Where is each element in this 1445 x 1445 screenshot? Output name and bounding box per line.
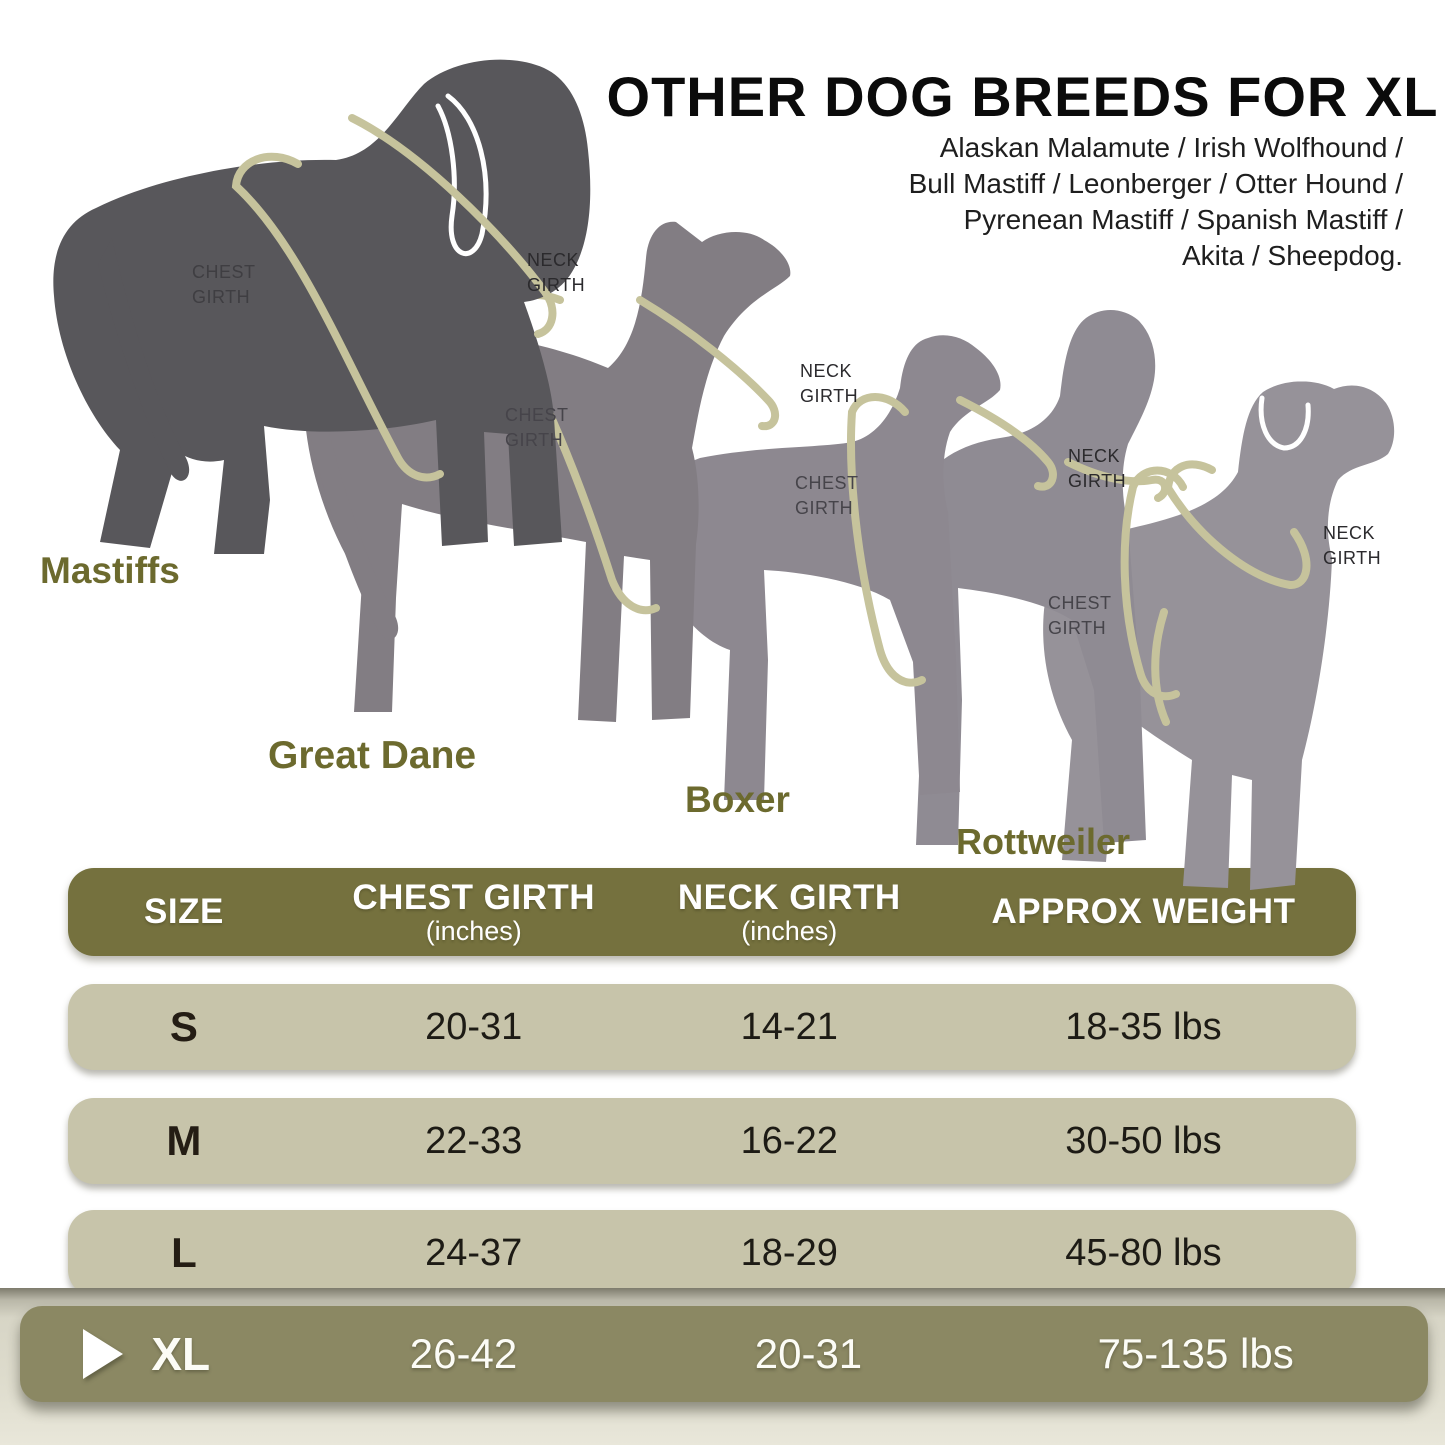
- cell-approx-weight: 45-80 lbs: [1065, 1231, 1222, 1274]
- cell-chest-girth: 20-31: [425, 1005, 523, 1048]
- cell-neck-girth: 14-21: [740, 1005, 838, 1048]
- header-size: SIZE: [68, 892, 300, 932]
- xl-size-label: XL: [151, 1328, 211, 1380]
- dog2-neck-girth-strap: [636, 296, 780, 431]
- dog5-neck-girth-strap: [1163, 460, 1311, 589]
- dog1-ear-outline: [435, 93, 489, 256]
- cell-neck-girth: 16-22: [740, 1119, 838, 1162]
- cell-size: S: [169, 1003, 198, 1050]
- dog-silhouette-rottweiler: [910, 309, 1187, 846]
- neck-girth-label-rottweiler: NECK GIRTH: [1323, 523, 1382, 568]
- table-row-l: L 24-37 18-29 45-80 lbs: [68, 1210, 1356, 1296]
- header-chest-unit: (inches): [425, 915, 522, 946]
- dog5-chest-girth-strap: [1151, 608, 1170, 726]
- table-row-m: M 22-33 16-22 30-50 lbs: [68, 1098, 1356, 1184]
- breed-label-mastiffs: Mastiffs: [40, 550, 180, 591]
- dog4-chest-girth-strap: [1120, 466, 1187, 701]
- breed-label-rottweiler: Rottweiler: [956, 821, 1131, 862]
- selected-row-arrow-icon: [83, 1329, 124, 1379]
- header-neck-title: NECK GIRTH: [677, 877, 901, 917]
- cell-size: XL: [20, 1327, 273, 1381]
- dog4-ear-outline: [999, 326, 1039, 392]
- cell-chest-girth: 26-42: [409, 1330, 518, 1377]
- dog-silhouette-mastiff: [53, 59, 591, 555]
- xl-highlight-band: XL 26-42 20-31 75-135 lbs: [0, 1288, 1445, 1445]
- cell-approx-weight: 18-35 lbs: [1065, 1005, 1222, 1048]
- header-weight-title: APPROX WEIGHT: [991, 892, 1296, 931]
- neck-girth-label-mastiff: NECK GIRTH: [527, 250, 586, 295]
- cell-approx-weight: 75-135 lbs: [1097, 1330, 1294, 1377]
- table-row-s: S 20-31 14-21 18-35 lbs: [68, 984, 1356, 1070]
- dog1-chest-girth-strap: [231, 152, 444, 482]
- chest-girth-label-boxer: CHEST GIRTH: [795, 473, 859, 518]
- neck-girth-label-boxer: NECK GIRTH: [1068, 446, 1127, 491]
- header-chest-girth: CHEST GIRTH (inches): [300, 878, 648, 947]
- xl-breeds-list: Alaskan Malamute / Irish Wolfhound / Bul…: [908, 132, 1403, 271]
- cell-chest-girth: 22-33: [425, 1119, 523, 1162]
- breed-label-boxer: Boxer: [685, 779, 790, 820]
- dog1-neck-girth-strap: [348, 114, 557, 338]
- page-title: OTHER DOG BREEDS FOR XL: [606, 65, 1439, 128]
- chest-girth-label-mastiff: CHEST GIRTH: [192, 262, 256, 307]
- dog2-tail: [302, 362, 399, 640]
- header-chest-title: CHEST GIRTH: [352, 877, 596, 917]
- header-neck-unit: (inches): [741, 915, 838, 946]
- chest-girth-label-great-dane: CHEST GIRTH: [505, 405, 569, 450]
- cell-chest-girth: 24-37: [425, 1231, 523, 1274]
- dog1-tail: [98, 238, 190, 481]
- cell-neck-girth: 20-31: [754, 1330, 863, 1377]
- breed-label-great-dane: Great Dane: [268, 734, 477, 777]
- dog3-chest-girth-strap: [847, 393, 926, 687]
- neck-girth-label-great-dane: NECK GIRTH: [800, 361, 859, 406]
- dog3-neck-girth-strap: [956, 396, 1057, 491]
- cell-size: M: [166, 1117, 202, 1164]
- cell-size: L: [171, 1229, 197, 1276]
- cell-neck-girth: 18-29: [740, 1231, 838, 1274]
- header-neck-girth: NECK GIRTH (inches): [648, 878, 931, 947]
- chest-girth-label-rottweiler: CHEST GIRTH: [1048, 593, 1112, 638]
- table-row-xl: XL 26-42 20-31 75-135 lbs: [20, 1306, 1428, 1402]
- header-size-title: SIZE: [144, 892, 224, 931]
- header-approx-weight: APPROX WEIGHT: [931, 892, 1356, 932]
- dog5-ear-outline: [1258, 395, 1311, 451]
- dog1-body: [53, 59, 591, 555]
- cell-approx-weight: 30-50 lbs: [1065, 1119, 1222, 1162]
- size-table-header: SIZE CHEST GIRTH (inches) NECK GIRTH (in…: [68, 868, 1356, 956]
- dog4-body: [910, 309, 1156, 846]
